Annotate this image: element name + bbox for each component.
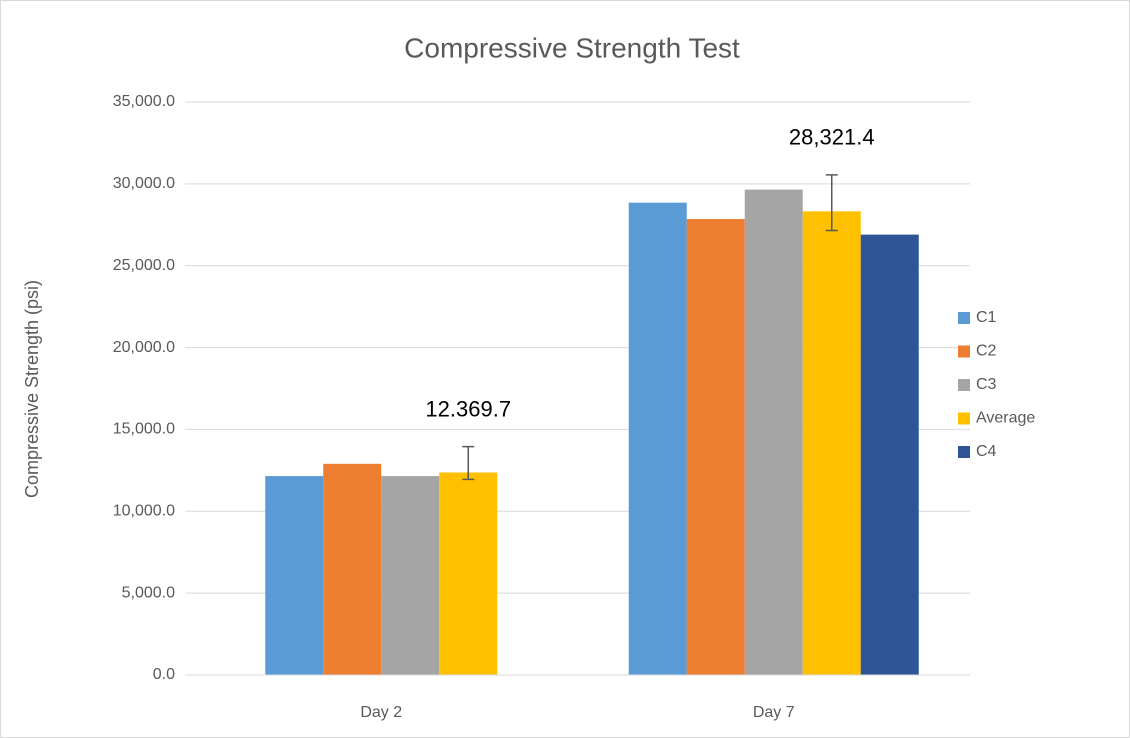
legend-label: Average (976, 410, 1035, 427)
y-tick-label: 35,000.0 (113, 93, 175, 110)
chart-title: Compressive Strength Test (404, 32, 740, 63)
legend-swatch (958, 312, 970, 324)
y-tick-label: 0.0 (153, 666, 175, 683)
bar (860, 234, 919, 675)
error-bar (825, 174, 838, 232)
y-tick-label: 25,000.0 (113, 257, 175, 274)
error-bar (462, 445, 475, 481)
y-tick-label: 10,000.0 (113, 503, 175, 520)
legend-swatch (958, 412, 970, 425)
bar (802, 211, 861, 675)
bar (265, 476, 324, 675)
legend-label: C4 (976, 443, 997, 460)
legend-label: C2 (976, 343, 997, 360)
y-tick-label: 5,000.0 (122, 584, 175, 601)
y-tick-label: 20,000.0 (113, 339, 175, 356)
y-tick-label: 15,000.0 (113, 421, 175, 438)
legend-swatch (958, 379, 970, 391)
y-tick-label: 30,000.0 (113, 175, 175, 192)
legend-swatch (958, 345, 970, 358)
bar (628, 202, 687, 676)
legend-label: C3 (976, 376, 997, 393)
bar (744, 189, 803, 675)
bar (323, 463, 382, 675)
legend-label: C1 (976, 309, 997, 326)
x-tick-label: Day 2 (360, 704, 402, 721)
bar (439, 472, 498, 675)
bar (686, 219, 745, 675)
data-label: 12.369.7 (425, 396, 511, 421)
legend-swatch (958, 446, 970, 458)
bar (381, 476, 440, 675)
x-tick-label: Day 7 (753, 704, 795, 721)
data-label: 28,321.4 (789, 125, 875, 150)
y-axis-label: Compressive Strength (psi) (22, 280, 42, 498)
